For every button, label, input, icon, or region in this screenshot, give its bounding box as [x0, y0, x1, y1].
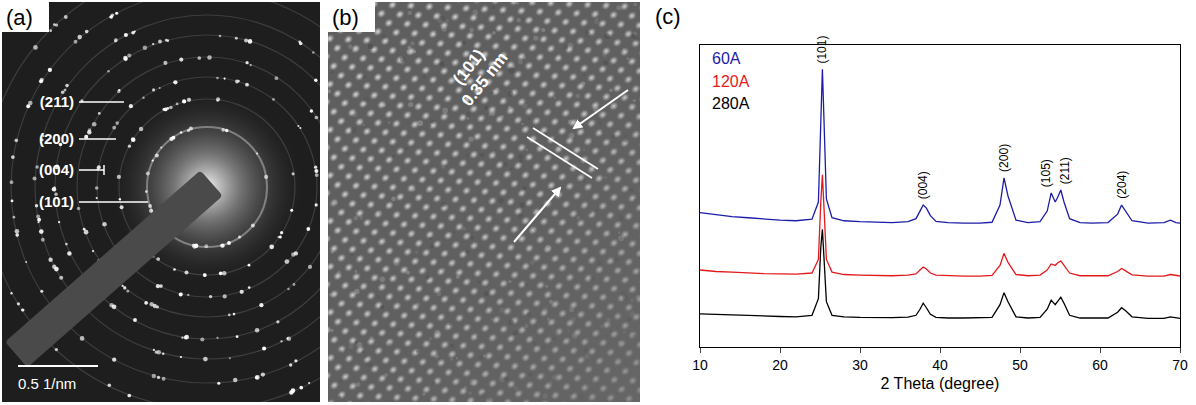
html-text:(c): (c)	[655, 4, 681, 29]
svg-text:0.35 nm: 0.35 nm	[458, 48, 512, 110]
svg-text:2 Theta (degree): 2 Theta (degree)	[881, 375, 1000, 392]
svg-text:(211): (211)	[1058, 157, 1072, 184]
svg-text:30: 30	[852, 357, 868, 373]
svg-text:60: 60	[1092, 357, 1108, 373]
svg-text:(004): (004)	[39, 161, 74, 178]
svg-text:0.5 1/nm: 0.5 1/nm	[18, 375, 76, 392]
svg-text:(004): (004)	[916, 171, 930, 199]
svg-text:(200): (200)	[997, 144, 1011, 172]
svg-text:10: 10	[692, 357, 708, 373]
svg-text:(101): (101)	[449, 45, 489, 89]
svg-text:120A: 120A	[712, 73, 750, 90]
svg-text:(200): (200)	[39, 130, 74, 147]
svg-text:(105): (105)	[1039, 159, 1053, 187]
svg-text:(a): (a)	[6, 5, 33, 30]
svg-text:60A: 60A	[712, 50, 741, 67]
svg-text:40: 40	[932, 357, 948, 373]
svg-text:20: 20	[772, 357, 788, 373]
svg-text:50: 50	[1012, 357, 1028, 373]
svg-text:(204): (204)	[1115, 171, 1129, 199]
svg-text:(101): (101)	[39, 193, 74, 210]
svg-text:(b): (b)	[332, 5, 359, 30]
svg-text:(101): (101)	[815, 36, 829, 64]
svg-text:70: 70	[1172, 357, 1188, 373]
svg-text:(211): (211)	[40, 93, 74, 110]
svg-text:280A: 280A	[712, 95, 750, 112]
